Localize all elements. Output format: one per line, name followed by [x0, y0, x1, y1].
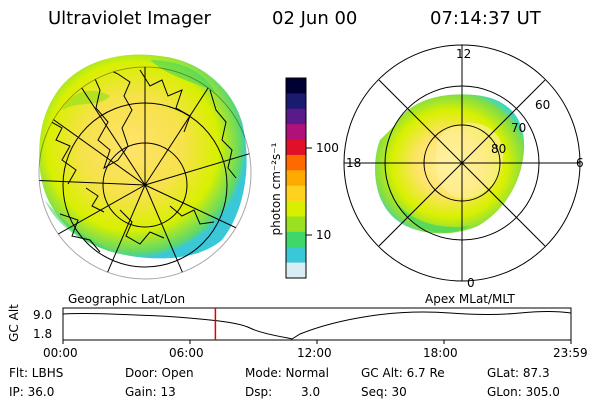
- mlt-label-0: 0: [467, 276, 475, 290]
- mlat-label-70: 70: [511, 121, 527, 135]
- app-title: Ultraviolet Imager: [48, 8, 211, 29]
- timeline-ylabel: GC Alt: [7, 304, 21, 342]
- timeline-xtick-1200: 12:00: [297, 346, 332, 360]
- geographic-image: [38, 54, 252, 280]
- colorbar-cell: [286, 93, 306, 110]
- colorbar-cell: [286, 185, 306, 202]
- mlt-label-6: 6: [576, 156, 584, 170]
- glat-info: GLat: 87.3: [487, 366, 550, 380]
- mlat-label-80: 80: [491, 142, 507, 156]
- timeline-ytick-9: 9.0: [33, 308, 53, 322]
- ip-info: IP: 36.0: [9, 385, 55, 399]
- colorbar-tick-10: 10: [316, 228, 332, 242]
- dsp-label: Dsp:: [245, 385, 273, 399]
- gc-alt-info: GC Alt: 6.7 Re: [361, 366, 445, 380]
- altitude-curve: [62, 311, 572, 340]
- geographic-label: Geographic Lat/Lon: [68, 292, 186, 306]
- altitude-timeline: [62, 307, 572, 344]
- colorbar-unit-label: photon cm⁻²s⁻¹: [269, 142, 283, 236]
- colorbar-cell: [286, 154, 306, 171]
- colorbar-cell: [286, 262, 306, 279]
- apex-label: Apex MLat/MLT: [425, 292, 515, 306]
- mlt-label-12: 12: [456, 47, 472, 61]
- timeline-xtick-0000: 00:00: [43, 346, 78, 360]
- time-label: 07:14:37 UT: [430, 8, 541, 29]
- polar-plot: [343, 44, 581, 282]
- colorbar-cell: [286, 78, 306, 94]
- gain-info: Gain: 13: [125, 385, 176, 399]
- colorbar-cell: [286, 139, 306, 156]
- colorbar-cell: [286, 216, 306, 233]
- glon-info: GLon: 305.0: [487, 385, 560, 399]
- mlt-label-18: 18: [346, 156, 362, 170]
- date-label: 02 Jun 00: [272, 8, 358, 29]
- colorbar-cell: [286, 108, 306, 125]
- colorbar-tick-100: 100: [316, 141, 339, 155]
- colorbar: [285, 77, 312, 279]
- colorbar-cell: [286, 231, 306, 248]
- colorbar-cell: [286, 247, 306, 264]
- colorbar-cell: [286, 201, 306, 217]
- timeline-xtick-2359: 23:59: [553, 346, 588, 360]
- mode-info: Mode: Normal: [245, 366, 329, 380]
- seq-info: Seq: 30: [361, 385, 407, 399]
- timeline-xtick-1800: 18:00: [423, 346, 458, 360]
- door-info: Door: Open: [125, 366, 194, 380]
- dsp-value: 3.0: [301, 385, 321, 399]
- colorbar-cell: [286, 170, 306, 187]
- mlat-label-60: 60: [535, 98, 551, 112]
- timeline-ytick-1: 1.8: [33, 327, 53, 341]
- filter-info: Flt: LBHS: [9, 366, 64, 380]
- timeline-xtick-0600: 06:00: [169, 346, 204, 360]
- polar-grid: [343, 44, 581, 282]
- colorbar-cell: [286, 124, 306, 141]
